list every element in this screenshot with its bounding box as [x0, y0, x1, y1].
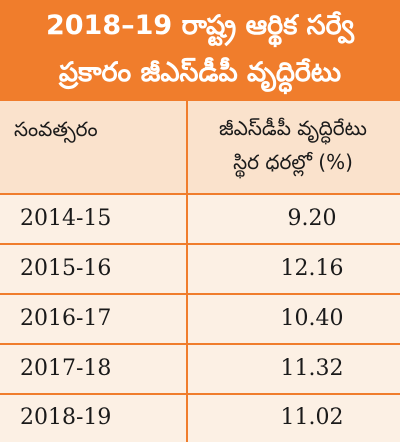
- growth-value-cell: 11.02: [280, 405, 344, 430]
- table-header: సంవత్సరం జీఎస్‌డీపీ వృద్ధిరేటు స్థిర ధరల…: [0, 101, 400, 193]
- row-divider: [0, 343, 400, 345]
- row-divider: [0, 193, 400, 195]
- growth-value-cell: 11.32: [280, 356, 344, 381]
- year-cell: 2014-15: [20, 206, 112, 231]
- year-cell: 2018-19: [20, 405, 112, 430]
- rate-header-line-1: జీఎస్‌డీపీ వృద్ధిరేటు: [219, 116, 367, 140]
- row-divider: [0, 393, 400, 395]
- year-cell: 2016-17: [20, 306, 112, 331]
- year-cell: 2015-16: [20, 256, 112, 281]
- title-banner: 2018–19 రాష్ట్ర ఆర్థిక సర్వే ప్రకారం జీఎ…: [0, 0, 400, 101]
- year-column-header: సంవత్సరం: [14, 117, 98, 141]
- title-line-1: 2018–19 రాష్ట్ర ఆర్థిక సర్వే: [45, 10, 355, 41]
- rate-column-header: జీఎస్‌డీపీ వృద్ధిరేటు స్థిర ధరల్లో (%): [186, 111, 400, 179]
- row-divider: [0, 293, 400, 295]
- table-row: 2015-16 12.16: [0, 245, 400, 293]
- rate-header-line-2: స్థిర ధరల్లో (%): [233, 150, 353, 174]
- table-row: 2018-19 11.02: [0, 394, 400, 442]
- growth-rate-table: సంవత్సరం జీఎస్‌డీపీ వృద్ధిరేటు స్థిర ధరల…: [0, 101, 400, 442]
- column-divider: [186, 101, 188, 442]
- title-line-2: ప్రకారం జీఎస్‌డీపీ వృద్ధిరేటు: [58, 57, 342, 88]
- table-row: 2017-18 11.32: [0, 345, 400, 393]
- row-divider: [0, 243, 400, 245]
- table-row: 2014-15 9.20: [0, 195, 400, 243]
- growth-value-cell: 12.16: [280, 256, 344, 281]
- year-cell: 2017-18: [20, 356, 112, 381]
- growth-value-cell: 9.20: [287, 206, 337, 231]
- table-row: 2016-17 10.40: [0, 295, 400, 343]
- growth-value-cell: 10.40: [280, 306, 344, 331]
